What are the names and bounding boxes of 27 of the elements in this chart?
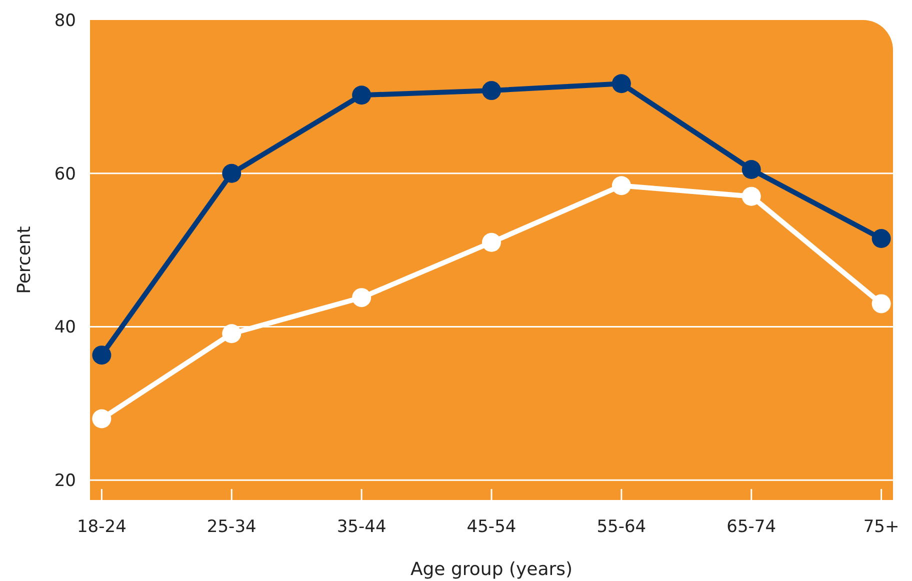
x-tick-label: 45-54: [466, 517, 516, 537]
point: [222, 164, 242, 183]
x-tick-label: 75+: [863, 517, 900, 537]
point: [352, 86, 372, 105]
point: [612, 176, 631, 196]
x-tick-label: 18-24: [76, 517, 126, 537]
x-tick-label: 65-74: [726, 517, 776, 537]
x-tick-label: 55-64: [596, 517, 646, 537]
point: [742, 160, 761, 180]
x-tick-label: 25-34: [206, 517, 256, 537]
point: [742, 186, 761, 206]
point: [872, 294, 891, 314]
y-tick-label: 60: [54, 164, 76, 184]
y-tick-label: 40: [54, 318, 76, 338]
point: [612, 74, 631, 94]
x-tick-label: 35-44: [336, 517, 386, 537]
y-tick-label: 20: [54, 471, 76, 492]
point: [482, 232, 501, 252]
x-axis-title: Age group (years): [410, 559, 573, 580]
y-axis-title: Percent: [14, 226, 35, 294]
point: [482, 81, 501, 100]
point: [92, 409, 112, 428]
point: [222, 324, 242, 344]
point: [872, 229, 891, 248]
point: [352, 288, 372, 308]
y-tick-label: 80: [54, 10, 76, 31]
point: [92, 346, 112, 365]
